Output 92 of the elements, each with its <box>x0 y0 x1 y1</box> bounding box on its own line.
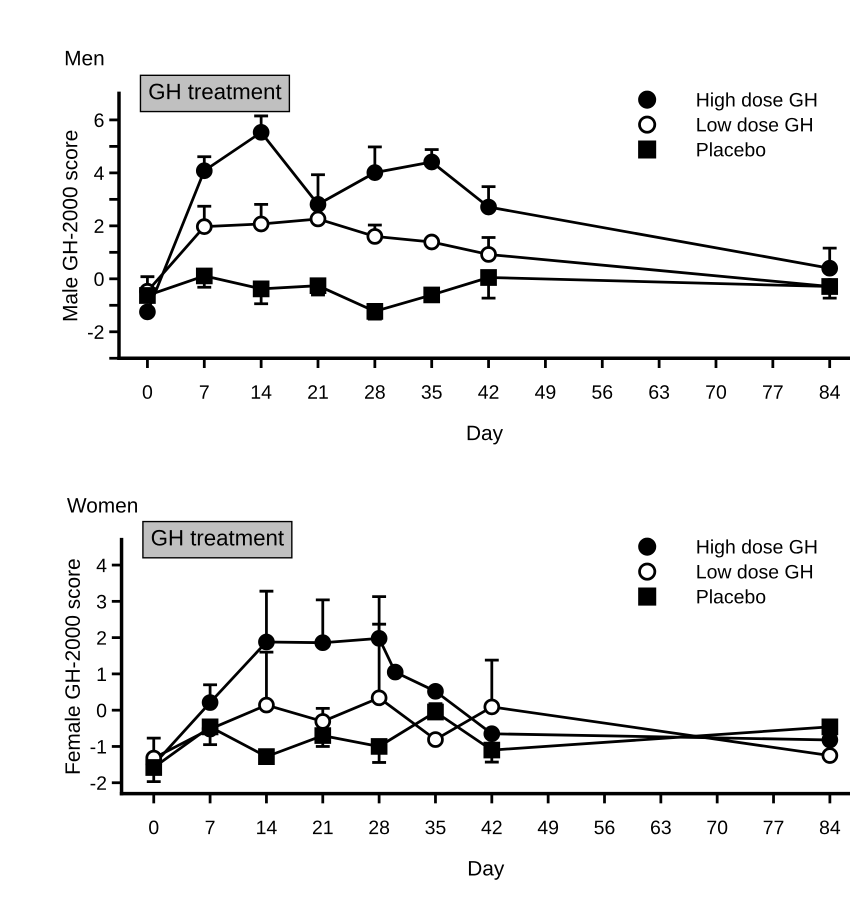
point <box>427 682 444 700</box>
x-tick-label: 28 <box>365 385 385 399</box>
point <box>196 268 213 284</box>
point <box>258 748 275 765</box>
point <box>366 228 384 245</box>
point <box>370 630 388 647</box>
legend-label: Low dose GH <box>697 564 812 579</box>
point <box>366 303 384 320</box>
x-tick-label: 77 <box>764 820 784 834</box>
annotation: GH treatment <box>152 530 284 546</box>
y-axis-title: Male GH-2000 score <box>62 130 78 320</box>
legend-label: High dose GH <box>697 92 816 111</box>
x-tick-label: 49 <box>535 385 556 399</box>
y-tick-label: -2 <box>90 776 106 790</box>
point <box>386 664 404 680</box>
x-tick-label: 28 <box>369 820 390 834</box>
annotation: GH treatment <box>149 84 282 100</box>
y-tick-label: 2 <box>97 631 106 645</box>
x-tick-label: 49 <box>538 820 558 834</box>
point <box>139 304 156 320</box>
point <box>202 694 218 711</box>
x-tick-label: 77 <box>763 385 783 399</box>
point <box>145 759 162 776</box>
point <box>310 277 326 294</box>
point <box>821 260 838 277</box>
x-tick-label: 14 <box>257 820 277 834</box>
point <box>196 162 213 180</box>
point <box>423 234 440 250</box>
x-tick-label: 0 <box>149 820 158 834</box>
y-tick-label: 6 <box>94 113 104 128</box>
point <box>480 246 497 263</box>
x-tick-label: 7 <box>206 820 215 834</box>
point <box>252 216 270 232</box>
point <box>252 124 270 141</box>
x-tick-label: 35 <box>425 820 446 834</box>
x-tick-label: 14 <box>252 385 272 399</box>
x-axis-title: Day <box>468 426 503 444</box>
x-tick-label: 42 <box>478 385 498 399</box>
point <box>822 718 838 736</box>
point <box>258 634 275 650</box>
chart-title: Women <box>67 498 137 513</box>
point <box>366 164 384 181</box>
legend-label: Placebo <box>697 142 766 157</box>
x-tick-label: 56 <box>592 385 612 399</box>
x-tick-label: 35 <box>422 385 442 399</box>
x-tick-label: 84 <box>820 385 840 399</box>
y-tick-label: 3 <box>96 594 106 609</box>
point <box>252 280 270 298</box>
point <box>480 269 497 286</box>
y-axis-title: Female GH-2000 score <box>64 559 80 774</box>
point <box>310 210 326 228</box>
point <box>196 218 213 235</box>
point <box>483 698 500 716</box>
y-tick-label: 0 <box>96 704 106 718</box>
chart-title: Men <box>66 50 104 66</box>
point <box>427 731 444 748</box>
x-tick-label: 70 <box>707 820 728 834</box>
point <box>822 747 838 764</box>
point <box>310 196 326 213</box>
x-axis-title: Day <box>468 861 504 880</box>
y-tick-label: 2 <box>94 219 104 233</box>
point <box>139 287 156 304</box>
point <box>483 725 500 742</box>
x-tick-label: 63 <box>651 820 671 834</box>
x-tick-label: 0 <box>142 385 152 399</box>
y-tick-label: 4 <box>96 558 106 572</box>
point <box>427 704 444 720</box>
x-tick-label: 63 <box>649 385 670 399</box>
x-tick-label: 56 <box>594 820 614 834</box>
legend-label: Low dose GH <box>697 117 812 132</box>
x-tick-label: 21 <box>308 385 328 399</box>
y-tick-label: 1 <box>98 668 106 681</box>
point <box>423 286 440 304</box>
point <box>480 198 497 216</box>
y-tick-label: -2 <box>88 325 104 339</box>
point <box>314 727 332 744</box>
legend-label: High dose GH <box>697 539 816 558</box>
point <box>370 690 388 706</box>
point <box>370 738 388 755</box>
legend-label: Placebo <box>697 589 766 604</box>
x-tick-label: 21 <box>312 820 333 834</box>
x-tick-label: 70 <box>706 385 726 399</box>
point <box>258 696 275 714</box>
y-tick-label: 4 <box>94 166 104 180</box>
point <box>314 634 332 652</box>
x-tick-label: 7 <box>200 385 209 399</box>
y-tick-label: 0 <box>94 272 104 286</box>
point <box>483 742 500 758</box>
point <box>423 154 440 170</box>
y-tick-label: -1 <box>90 740 106 754</box>
x-tick-label: 84 <box>820 820 840 834</box>
x-tick-label: 42 <box>481 820 502 834</box>
